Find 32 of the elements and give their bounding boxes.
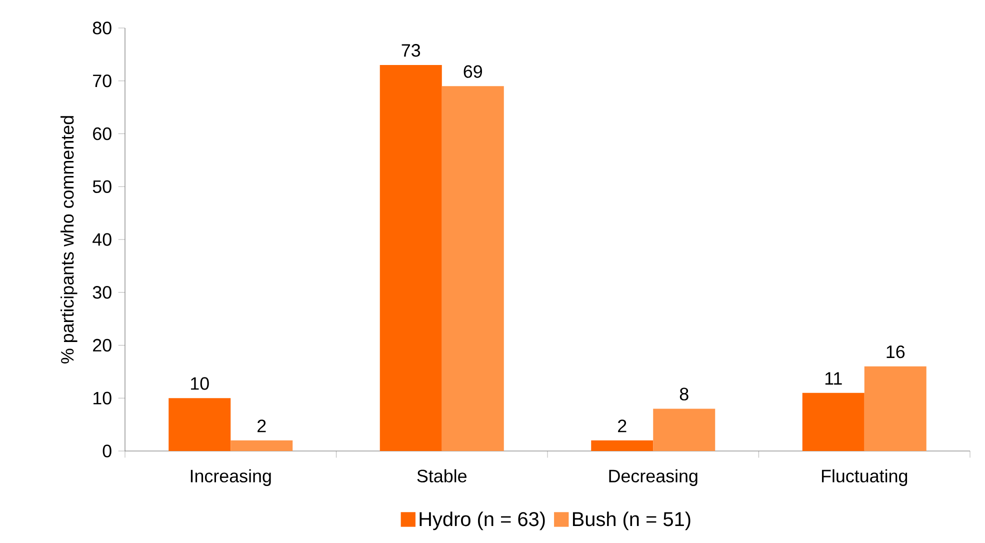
- x-tick-label: Decreasing: [609, 469, 698, 486]
- data-label: 8: [680, 388, 688, 400]
- bar: [380, 65, 442, 451]
- data-label: 11: [825, 372, 842, 385]
- y-axis-title: % participants who commented: [60, 116, 78, 364]
- data-label: 2: [618, 420, 626, 432]
- x-tick-label: Stable: [417, 469, 467, 482]
- data-label: 69: [464, 65, 482, 78]
- y-tick-label: 50: [92, 180, 112, 193]
- data-label: 16: [886, 345, 905, 358]
- y-tick-label: 10: [94, 392, 112, 404]
- data-label: 10: [191, 377, 209, 390]
- bar: [653, 408, 716, 451]
- y-tick-label: 40: [92, 233, 112, 246]
- bar: [442, 86, 504, 451]
- data-label: 2: [258, 420, 266, 432]
- legend-label: Hydro (n = 63): [420, 512, 545, 530]
- bar: [230, 440, 293, 451]
- data-label: 73: [402, 44, 420, 57]
- x-tick-label: Fluctuating: [822, 469, 908, 486]
- y-tick-label: 60: [93, 127, 112, 140]
- y-tick-label: 80: [92, 22, 112, 34]
- bar: [864, 366, 926, 451]
- x-tick-label: Increasing: [190, 469, 271, 486]
- y-tick-label: 0: [102, 444, 112, 458]
- bar: [168, 398, 231, 451]
- legend-label: Bush (n = 51): [572, 512, 690, 530]
- y-tick-label: 70: [93, 74, 112, 88]
- bar: [802, 392, 864, 451]
- y-tick-label: 20: [93, 338, 112, 352]
- y-tick-label: 30: [92, 286, 112, 299]
- bar: [591, 440, 654, 451]
